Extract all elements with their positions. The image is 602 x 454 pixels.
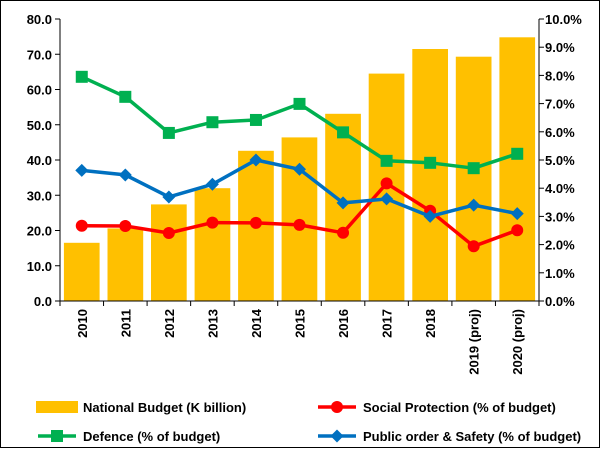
public-point-2015 <box>293 162 306 176</box>
legend-label-defence: Defence (% of budget) <box>83 429 220 444</box>
right-tick-label: 4.0% <box>545 181 575 196</box>
legend-marker-social <box>331 401 343 413</box>
social-point-2017 <box>380 177 393 190</box>
social-point-2010 <box>75 219 88 232</box>
social-point-2011 <box>119 219 132 232</box>
defence-point-2013 <box>206 116 219 129</box>
left-tick-label: 60.0 <box>27 83 52 98</box>
left-tick-label: 20.0 <box>27 224 52 239</box>
bar-2010 <box>63 242 100 301</box>
x-tick-label: 2014 <box>249 308 264 338</box>
bar-2018 <box>412 49 448 301</box>
defence-point-2010 <box>75 70 88 83</box>
right-tick-label: 3.0% <box>545 209 575 224</box>
legend-label-public: Public order & Safety (% of budget) <box>363 429 581 444</box>
line-series <box>75 70 524 253</box>
left-tick-label: 0.0 <box>34 294 52 309</box>
left-tick-label: 40.0 <box>27 153 52 168</box>
defence-point-2017 <box>380 154 393 167</box>
legend-swatch-national <box>36 401 78 413</box>
legend-marker-public <box>330 429 344 443</box>
x-tick-label: 2010 <box>75 309 90 338</box>
left-tick-label: 10.0 <box>27 259 52 274</box>
left-tick-label: 70.0 <box>27 47 52 62</box>
defence-point-2018 <box>424 156 437 169</box>
right-tick-label: 8.0% <box>545 68 575 83</box>
public-point-2016 <box>336 196 350 210</box>
public-point-2018 <box>423 209 437 223</box>
x-tick-label: 2019 (proj) <box>467 309 482 375</box>
public-point-2014 <box>249 153 263 167</box>
social-point-2014 <box>249 216 262 229</box>
legend: National Budget (K billion) Social Protec… <box>36 400 581 444</box>
legend-marker-defence <box>51 430 63 442</box>
defence-point-2020-proj- <box>511 147 524 160</box>
right-tick-label: 5.0% <box>545 153 575 168</box>
public-point-2011 <box>118 168 132 182</box>
social-point-2020-proj- <box>511 224 524 237</box>
x-tick-label: 2015 <box>293 309 308 338</box>
x-tick-labels: 2010 2011 2012 2013 2014 2015 2016 2017 2018 2019… <box>75 308 525 375</box>
public-point-2012 <box>162 190 176 204</box>
defence-point-2019-proj- <box>467 162 480 175</box>
right-tick-label: 0.0% <box>545 294 575 309</box>
social-point-2013 <box>206 216 219 229</box>
bar-2019-proj- <box>455 56 492 302</box>
defence-point-2012 <box>162 126 175 139</box>
right-tick-label: 6.0% <box>545 125 575 140</box>
x-tick-label: 2017 <box>380 309 395 338</box>
public-point-2013 <box>205 177 219 191</box>
public-point-2010 <box>75 163 89 177</box>
right-tick-label: 2.0% <box>545 238 575 253</box>
axes: 0.0 10.0 20.0 30.0 40.0 50.0 60.0 70.0 80.0 0.0% 1… <box>27 12 583 309</box>
right-tick-label: 10.0% <box>545 12 582 27</box>
legend-label-social: Social Protection (% of budget) <box>363 400 556 415</box>
x-tick-label: 2016 <box>336 309 351 338</box>
left-tick-label: 50.0 <box>27 118 52 133</box>
public-point-2017 <box>380 192 394 206</box>
right-tick-label: 1.0% <box>545 266 575 281</box>
bar-2012 <box>151 204 187 301</box>
defence-point-2011 <box>119 90 132 103</box>
public-point-2019-proj- <box>467 198 481 212</box>
defence-point-2015 <box>293 97 306 110</box>
x-tick-label: 2020 (proj) <box>510 309 525 375</box>
social-point-2012 <box>162 227 175 240</box>
x-tick-label: 2011 <box>118 309 133 337</box>
social-point-2015 <box>293 218 306 231</box>
social-point-2019-proj- <box>467 240 480 253</box>
bar-2011 <box>107 228 144 301</box>
public-point-2020-proj- <box>510 207 524 221</box>
x-tick-label: 2018 <box>423 309 438 338</box>
left-tick-label: 80.0 <box>27 12 52 27</box>
right-tick-label: 9.0% <box>545 40 575 55</box>
bar-2013 <box>194 188 231 301</box>
left-tick-label: 30.0 <box>27 188 52 203</box>
legend-label-national: National Budget (K billion) <box>83 400 246 415</box>
defence-point-2014 <box>249 113 262 126</box>
defence-point-2016 <box>337 126 350 139</box>
right-tick-label: 7.0% <box>545 97 575 112</box>
x-tick-label: 2013 <box>205 309 220 338</box>
x-tick-label: 2012 <box>162 309 177 338</box>
bar-2020-proj- <box>499 37 536 302</box>
social-point-2016 <box>337 226 350 239</box>
